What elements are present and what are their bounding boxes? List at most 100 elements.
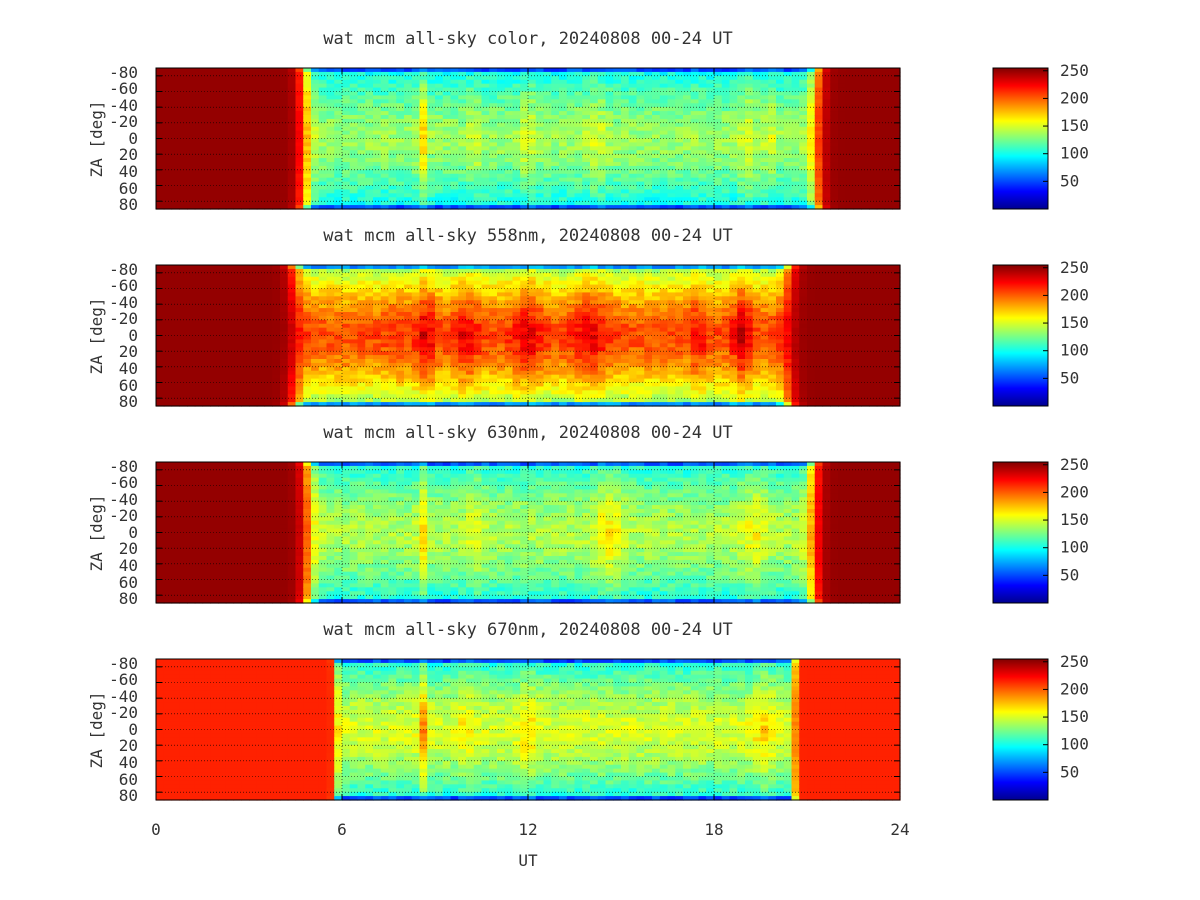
heatmap-cell [760, 87, 769, 93]
heatmap-cell [884, 158, 893, 163]
heatmap-cell [861, 181, 870, 187]
heatmap-cell [458, 169, 467, 175]
heatmap-cell [822, 181, 831, 187]
heatmap-cell [210, 177, 219, 183]
heatmap-cell [876, 189, 886, 194]
heatmap-cell [210, 315, 219, 321]
heatmap-cell [876, 181, 886, 187]
heatmap-cell [466, 122, 475, 128]
heatmap-cell [295, 276, 304, 282]
heatmap-cell [636, 146, 645, 151]
heatmap-cell [737, 193, 746, 198]
heatmap-cell [388, 189, 397, 194]
panel-4-ytick-label: -60 [109, 670, 138, 689]
heatmap-cell [373, 107, 382, 112]
heatmap-cell [442, 95, 452, 100]
heatmap-cell [218, 150, 227, 155]
heatmap-cell [380, 87, 390, 93]
heatmap-cell [791, 193, 800, 198]
heatmap-cell [334, 343, 343, 348]
heatmap-cell [551, 87, 560, 93]
heatmap-cell [163, 95, 173, 100]
heatmap-cell [396, 339, 405, 344]
heatmap-cell [171, 68, 180, 73]
heatmap-cell [365, 386, 374, 391]
heatmap-cell [442, 130, 452, 136]
heatmap-cell [373, 162, 382, 167]
heatmap-cell [543, 75, 552, 81]
heatmap-cell [435, 347, 444, 352]
heatmap-cell [357, 75, 366, 81]
heatmap-cell [597, 189, 607, 194]
heatmap-cell [435, 189, 444, 194]
heatmap-cell [822, 91, 831, 97]
heatmap-cell [776, 126, 785, 132]
heatmap-cell [179, 158, 188, 163]
heatmap-cell [210, 122, 219, 128]
heatmap-cell [884, 95, 893, 100]
heatmap-cell [520, 99, 529, 104]
heatmap-cell [179, 68, 188, 73]
heatmap-cell [210, 115, 219, 120]
heatmap-cell [845, 146, 855, 151]
heatmap-cell [349, 130, 359, 136]
heatmap-cell [721, 150, 731, 155]
heatmap-cell [706, 165, 715, 171]
heatmap-cell [419, 201, 428, 206]
heatmap-cell [497, 169, 506, 175]
heatmap-cell [520, 91, 529, 97]
heatmap-cell [187, 394, 196, 399]
heatmap-cell [163, 335, 173, 341]
panel-2: wat mcm all-sky 558nm, 20240808 00-24 UT… [87, 226, 1089, 411]
heatmap-cell [318, 359, 328, 364]
heatmap-cell [760, 130, 769, 136]
heatmap-cell [225, 386, 235, 391]
heatmap-cell [559, 189, 568, 194]
heatmap-cell [365, 71, 374, 77]
heatmap-cell [194, 201, 204, 206]
heatmap-cell [442, 268, 452, 274]
heatmap-cell [535, 173, 545, 179]
heatmap-cell [597, 134, 607, 140]
heatmap-cell [295, 185, 304, 191]
heatmap-cell [721, 205, 731, 210]
heatmap-cell [156, 103, 165, 108]
heatmap-cell [156, 71, 165, 77]
heatmap-cell [489, 162, 498, 167]
heatmap-cell [853, 71, 862, 77]
heatmap-cell [388, 177, 397, 183]
heatmap-cell [776, 71, 785, 77]
heatmap-cell [520, 107, 529, 112]
heatmap-cell [752, 177, 762, 183]
heatmap-cell [869, 130, 878, 136]
heatmap-cell [473, 197, 483, 202]
heatmap-cell [218, 362, 227, 368]
heatmap-cell [892, 138, 901, 144]
heatmap-cell [326, 173, 335, 179]
heatmap-cell [326, 319, 335, 325]
heatmap-cell [295, 378, 304, 384]
heatmap-cell [869, 177, 878, 183]
heatmap-cell [613, 185, 622, 191]
heatmap-cell [683, 177, 692, 183]
heatmap-cell [342, 169, 351, 175]
heatmap-cell [884, 79, 893, 85]
heatmap-cell [783, 185, 793, 191]
heatmap-cell [791, 118, 800, 124]
heatmap-cell [497, 87, 506, 93]
heatmap-cell [411, 272, 421, 278]
heatmap-cell [675, 95, 684, 100]
heatmap-cell [303, 79, 312, 85]
heatmap-cell [450, 79, 459, 85]
heatmap-cell [675, 189, 684, 194]
heatmap-cell [303, 265, 312, 270]
heatmap-cell [442, 205, 452, 210]
heatmap-cell [264, 71, 273, 77]
heatmap-cell [442, 355, 452, 360]
heatmap-cell [419, 323, 428, 329]
heatmap-cell [388, 83, 397, 89]
heatmap-cell [613, 165, 622, 171]
heatmap-cell [652, 107, 661, 112]
heatmap-cell [388, 165, 397, 171]
heatmap-cell [256, 162, 266, 167]
